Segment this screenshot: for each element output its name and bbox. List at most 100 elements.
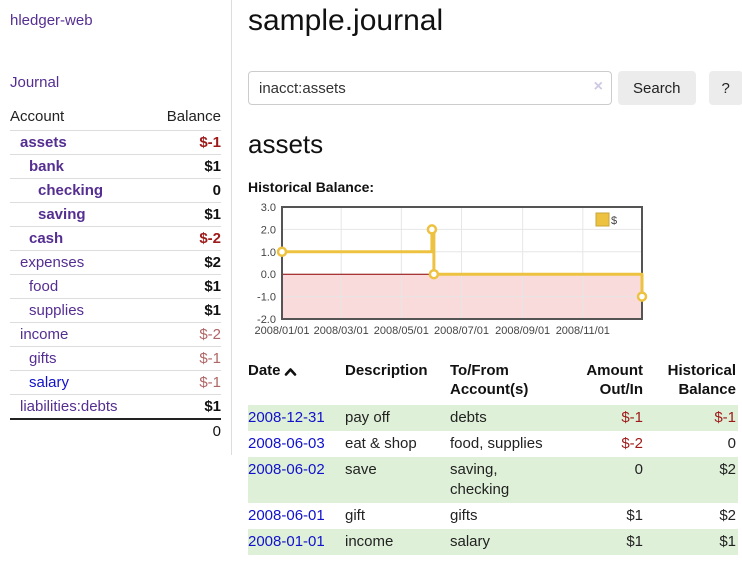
transaction-date-link[interactable]: 2008-06-02 bbox=[248, 461, 325, 478]
account-balance: $2 bbox=[150, 250, 221, 275]
account-link-saving[interactable]: saving bbox=[38, 206, 86, 223]
accounts-table: Account Balance assets $-1 bank $1 checking 0… bbox=[10, 104, 221, 443]
transaction-date-cell: 2008-06-03 bbox=[248, 431, 345, 457]
account-cell: bank bbox=[10, 154, 151, 179]
col-header-date[interactable]: Date bbox=[248, 359, 345, 405]
svg-text:2008/03/01: 2008/03/01 bbox=[314, 325, 369, 337]
col-header-accounts-line2: Account(s) bbox=[450, 381, 529, 398]
account-row: liabilities:debts $1 bbox=[10, 394, 221, 419]
col-header-date-label: Date bbox=[248, 362, 281, 379]
account-row: supplies $1 bbox=[10, 298, 221, 323]
account-link-food[interactable]: food bbox=[29, 278, 59, 295]
account-cell: cash bbox=[10, 226, 151, 251]
clear-search-icon[interactable]: × bbox=[593, 78, 603, 95]
transaction-date-cell: 2008-12-31 bbox=[248, 405, 345, 431]
account-cell: salary bbox=[10, 370, 151, 395]
account-row: bank $1 bbox=[10, 154, 221, 179]
transaction-description: pay off bbox=[345, 409, 390, 426]
account-row: assets $-1 bbox=[10, 130, 221, 155]
accounts-header-balance: Balance bbox=[166, 108, 221, 125]
account-link-supplies[interactable]: supplies bbox=[29, 302, 85, 319]
transaction-description: eat & shop bbox=[345, 435, 417, 452]
transaction-historical-balance: $-1 bbox=[714, 409, 736, 426]
account-link-assets[interactable]: assets bbox=[20, 134, 67, 151]
transaction-date-cell: 2008-06-01 bbox=[248, 503, 345, 529]
search-form: × Search ? bbox=[248, 71, 742, 105]
col-header-amount-line1: Amount bbox=[586, 362, 643, 379]
col-header-accounts: To/From Account(s) bbox=[450, 359, 568, 405]
account-cell: checking bbox=[10, 178, 151, 203]
accounts-header-account: Account bbox=[10, 108, 65, 125]
account-balance: $-2 bbox=[150, 322, 221, 347]
account-row: saving $1 bbox=[10, 202, 221, 227]
transaction-date-cell: 2008-01-01 bbox=[248, 529, 345, 555]
transaction-row: 2008-01-01 income salary $1 $1 bbox=[248, 529, 738, 555]
help-button[interactable]: ? bbox=[708, 71, 742, 105]
account-link-liabilities-debts[interactable]: liabilities:debts bbox=[20, 398, 118, 415]
account-cell: gifts bbox=[10, 346, 151, 371]
transaction-amount: $1 bbox=[626, 533, 643, 550]
transaction-accounts: saving, checking bbox=[450, 461, 510, 498]
account-link-bank[interactable]: bank bbox=[29, 158, 65, 175]
svg-text:2008/11/01: 2008/11/01 bbox=[556, 325, 610, 337]
col-header-historical: Historical Balance bbox=[645, 359, 738, 405]
transaction-row: 2008-06-01 gift gifts $1 $2 bbox=[248, 503, 738, 529]
transaction-row: 2008-06-02 save saving, checking 0 $2 bbox=[248, 457, 738, 503]
account-link-salary[interactable]: salary bbox=[29, 374, 70, 391]
account-cell: saving bbox=[10, 202, 151, 227]
account-row: food $1 bbox=[10, 274, 221, 299]
sidebar-item-journal[interactable]: Journal bbox=[10, 74, 60, 91]
transaction-amount: $1 bbox=[626, 507, 643, 524]
transaction-accounts: debts bbox=[450, 409, 487, 426]
account-balance: $1 bbox=[150, 274, 221, 299]
brand-link[interactable]: hledger-web bbox=[10, 12, 93, 29]
account-balance: $1 bbox=[150, 394, 221, 419]
accounts-total-row: 0 bbox=[10, 418, 221, 443]
account-balance: $1 bbox=[150, 202, 221, 227]
account-row: salary $-1 bbox=[10, 370, 221, 395]
account-row: income $-2 bbox=[10, 322, 221, 347]
account-row: checking 0 bbox=[10, 178, 221, 203]
register-table: Date Description To/From Account(s) Amou… bbox=[248, 359, 738, 555]
transaction-date-link[interactable]: 2008-06-01 bbox=[248, 507, 325, 524]
col-header-historical-line1: Historical bbox=[667, 362, 736, 379]
account-link-income[interactable]: income bbox=[20, 326, 69, 343]
account-link-checking[interactable]: checking bbox=[38, 182, 104, 199]
svg-text:-1.0: -1.0 bbox=[257, 292, 276, 304]
transaction-historical-balance: $1 bbox=[719, 533, 736, 550]
col-header-description: Description bbox=[345, 362, 428, 379]
accounts-total-value: 0 bbox=[150, 418, 221, 443]
transaction-date-link[interactable]: 2008-06-03 bbox=[248, 435, 325, 452]
account-cell: income bbox=[10, 322, 151, 347]
account-balance: $-1 bbox=[150, 370, 221, 395]
svg-text:1.0: 1.0 bbox=[261, 247, 276, 259]
sort-ascending-icon bbox=[284, 363, 297, 380]
search-button[interactable]: Search bbox=[618, 71, 696, 105]
account-link-gifts[interactable]: gifts bbox=[29, 350, 57, 367]
account-link-cash[interactable]: cash bbox=[29, 230, 64, 247]
transaction-accounts: salary bbox=[450, 533, 491, 550]
search-input-wrap: × bbox=[248, 71, 612, 105]
col-header-historical-line2: Balance bbox=[678, 381, 736, 398]
transaction-amount: 0 bbox=[634, 461, 643, 478]
col-header-amount: Amount Out/In bbox=[568, 359, 645, 405]
transaction-date-link[interactable]: 2008-12-31 bbox=[248, 409, 325, 426]
svg-text:2008/01/01: 2008/01/01 bbox=[254, 325, 309, 337]
chart-title: Historical Balance: bbox=[248, 179, 375, 195]
account-row: gifts $-1 bbox=[10, 346, 221, 371]
transaction-historical-balance: 0 bbox=[727, 435, 736, 452]
svg-text:2008/07/01: 2008/07/01 bbox=[434, 325, 489, 337]
svg-text:-2.0: -2.0 bbox=[257, 314, 276, 326]
transaction-historical-balance: $2 bbox=[719, 507, 736, 524]
transaction-amount: $-1 bbox=[621, 409, 643, 426]
historical-balance-chart: 2008/01/01 2008/03/01 2008/05/01 2008/07/01… bbox=[254, 202, 648, 337]
account-cell: food bbox=[10, 274, 151, 299]
transaction-description: gift bbox=[345, 507, 366, 524]
search-input[interactable] bbox=[248, 71, 612, 105]
register-header-row: Date Description To/From Account(s) Amou… bbox=[248, 359, 738, 405]
account-link-expenses[interactable]: expenses bbox=[20, 254, 85, 271]
sidebar: hledger-web Journal Account Balance asse… bbox=[0, 0, 232, 455]
transaction-date-link[interactable]: 2008-01-01 bbox=[248, 533, 325, 550]
col-header-amount-line2: Out/In bbox=[599, 381, 643, 398]
svg-text:2.0: 2.0 bbox=[261, 224, 276, 236]
